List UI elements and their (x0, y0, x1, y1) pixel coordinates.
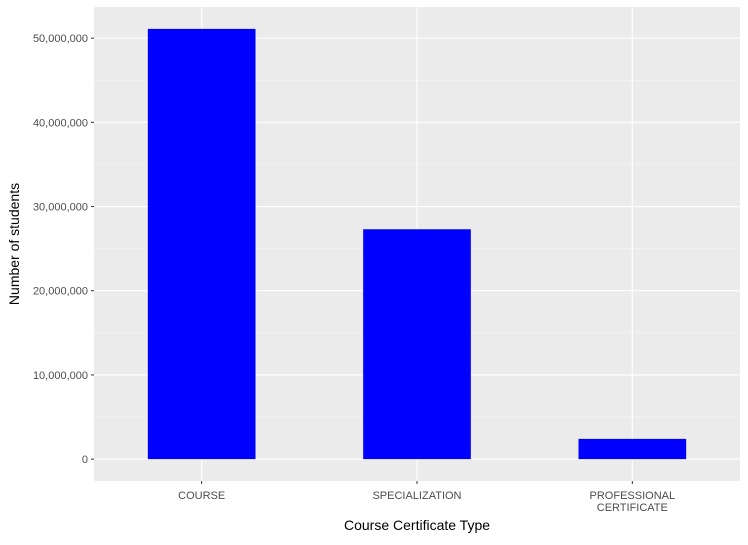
y-tick-label: 30,000,000 (33, 202, 88, 214)
y-tick-label: 50,000,000 (33, 33, 88, 45)
x-tick-label: COURSE (178, 490, 225, 502)
x-axis: COURSE SPECIALIZATION PROFESSIONAL CERTIFIC… (178, 481, 675, 514)
y-tick-label: 10,000,000 (33, 370, 88, 382)
x-axis-title: Course Certificate Type (344, 517, 490, 533)
bars (147, 28, 687, 460)
y-tick-label: 0 (82, 454, 88, 466)
bar (363, 229, 471, 460)
y-axis-title: Number of students (6, 183, 22, 305)
bar (147, 28, 256, 460)
y-tick-label: 20,000,000 (33, 286, 88, 298)
y-axis: 0 10,000,000 20,000,000 30,000,000 40,000,00… (33, 33, 94, 466)
y-tick-label: 40,000,000 (33, 117, 88, 129)
x-tick-label: SPECIALIZATION (372, 490, 461, 502)
x-tick-label: PROFESSIONAL CERTIFICATE (590, 490, 676, 514)
bar (578, 438, 687, 460)
